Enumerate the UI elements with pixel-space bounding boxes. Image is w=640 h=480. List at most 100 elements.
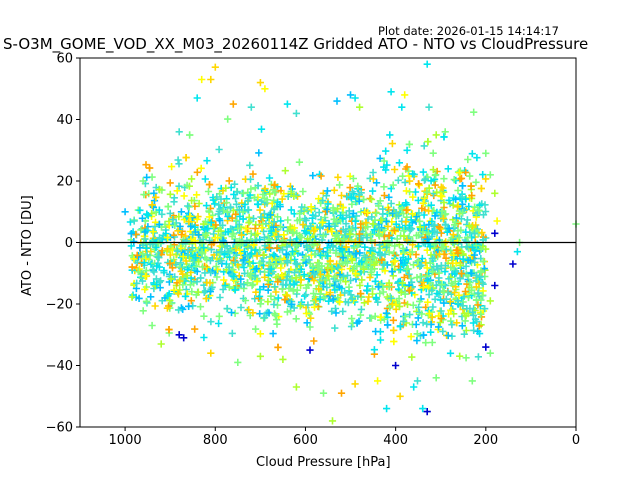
scatter-point bbox=[319, 196, 327, 205]
scatter-point bbox=[142, 161, 150, 169]
scatter-point bbox=[366, 194, 374, 203]
scatter-point bbox=[351, 238, 359, 246]
scatter-point bbox=[296, 209, 304, 218]
scatter-point bbox=[407, 333, 415, 341]
scatter-point bbox=[133, 251, 141, 259]
scatter-point bbox=[431, 221, 439, 229]
scatter-point bbox=[429, 303, 437, 311]
scatter-point bbox=[290, 224, 298, 232]
scatter-point bbox=[228, 230, 236, 238]
scatter-point bbox=[460, 292, 468, 300]
scatter-point bbox=[428, 313, 436, 321]
scatter-point bbox=[406, 188, 414, 196]
scatter-point bbox=[164, 203, 172, 211]
scatter-point bbox=[224, 247, 233, 255]
scatter-point bbox=[256, 259, 264, 267]
scatter-point bbox=[307, 314, 315, 322]
scatter-point bbox=[481, 305, 489, 313]
scatter-point bbox=[401, 178, 409, 186]
scatter-point bbox=[369, 253, 377, 261]
scatter-point bbox=[184, 251, 192, 259]
scatter-point bbox=[334, 264, 342, 272]
scatter-point bbox=[243, 279, 252, 287]
scatter-point bbox=[310, 277, 318, 285]
scatter-point bbox=[398, 279, 406, 287]
scatter-point bbox=[247, 103, 255, 111]
scatter-point bbox=[399, 172, 407, 180]
scatter-point bbox=[244, 206, 252, 214]
scatter-point bbox=[356, 103, 364, 111]
scatter-point bbox=[239, 208, 247, 216]
scatter-point bbox=[482, 175, 490, 183]
scatter-point bbox=[396, 266, 405, 274]
scatter-point bbox=[451, 277, 459, 286]
scatter-point bbox=[417, 261, 425, 269]
scatter-point bbox=[272, 288, 280, 296]
scatter-point bbox=[391, 242, 399, 250]
scatter-point bbox=[173, 247, 182, 255]
scatter-point bbox=[426, 259, 434, 267]
scatter-point bbox=[491, 281, 499, 290]
scatter-point bbox=[450, 176, 458, 184]
scatter-point bbox=[421, 175, 429, 183]
scatter-point bbox=[407, 285, 415, 293]
scatter-point bbox=[354, 182, 362, 190]
scatter-point bbox=[281, 167, 289, 175]
scatter-point bbox=[429, 166, 437, 174]
scatter-point bbox=[304, 235, 312, 243]
scatter-point bbox=[380, 183, 388, 191]
scatter-point bbox=[259, 190, 267, 199]
scatter-point bbox=[232, 216, 240, 224]
scatter-point bbox=[249, 309, 257, 317]
scatter-point bbox=[369, 175, 377, 183]
y-axis-label: ATO - NTO [DU] bbox=[20, 195, 35, 296]
scatter-point bbox=[436, 224, 444, 232]
scatter-point bbox=[361, 253, 369, 262]
scatter-point bbox=[210, 230, 218, 238]
scatter-point bbox=[265, 235, 273, 243]
scatter-point bbox=[427, 328, 435, 336]
scatter-point bbox=[431, 240, 439, 248]
scatter-point bbox=[376, 289, 384, 298]
scatter-point bbox=[368, 265, 376, 274]
scatter-point bbox=[197, 164, 205, 172]
scatter-point bbox=[391, 257, 399, 265]
scatter-point bbox=[187, 222, 195, 230]
scatter-point bbox=[216, 293, 224, 302]
scatter-point bbox=[408, 210, 416, 218]
scatter-point bbox=[176, 222, 184, 230]
scatter-point bbox=[185, 302, 193, 310]
scatter-point bbox=[444, 165, 452, 173]
scatter-point bbox=[207, 318, 215, 326]
scatter-point bbox=[280, 190, 288, 198]
scatter-point bbox=[260, 314, 269, 322]
scatter-point bbox=[401, 91, 409, 99]
scatter-point bbox=[436, 318, 444, 327]
scatter-point bbox=[375, 202, 383, 210]
scatter-point bbox=[414, 257, 422, 265]
scatter-point bbox=[196, 303, 205, 311]
scatter-point bbox=[146, 164, 154, 172]
scatter-point bbox=[439, 243, 447, 251]
y-tick-label: 60 bbox=[56, 52, 73, 67]
scatter-point bbox=[182, 285, 190, 294]
scatter-point bbox=[274, 294, 282, 302]
scatter-point bbox=[376, 313, 384, 321]
scatter-point bbox=[183, 237, 191, 245]
scatter-point bbox=[304, 301, 312, 309]
scatter-point bbox=[193, 278, 201, 286]
scatter-point bbox=[156, 284, 164, 292]
scatter-point bbox=[200, 220, 208, 228]
scatter-point bbox=[149, 240, 157, 248]
scatter-point bbox=[150, 197, 159, 205]
scatter-point bbox=[403, 163, 411, 171]
scatter-point bbox=[456, 352, 464, 360]
scatter-point bbox=[360, 299, 368, 307]
scatter-point bbox=[186, 212, 194, 220]
x-axis: 1000 800 600 400 200 0 bbox=[109, 427, 580, 448]
scatter-point bbox=[415, 209, 423, 217]
scatter-point bbox=[474, 301, 482, 309]
scatter-point bbox=[462, 326, 470, 335]
scatter-point bbox=[203, 279, 211, 287]
